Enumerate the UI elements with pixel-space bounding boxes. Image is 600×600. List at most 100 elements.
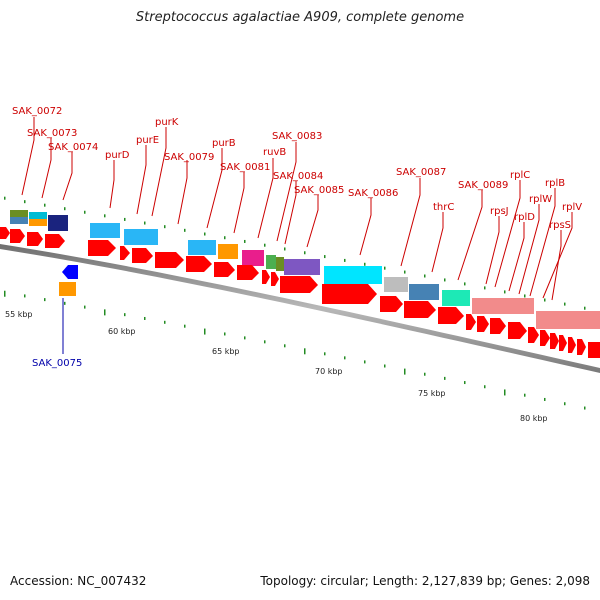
cds-arrow: [550, 333, 559, 349]
gene-label: SAK_0085: [294, 185, 344, 196]
cds-arrow: [271, 272, 279, 286]
kbp-label: 80 kbp: [520, 414, 548, 423]
tick-dot: [344, 356, 346, 360]
tick-dot: [584, 306, 586, 310]
cog-box: [536, 311, 600, 329]
cds-arrow: [588, 342, 600, 358]
tick-dot: [264, 340, 266, 344]
tick-dot: [424, 372, 426, 376]
tick-dot: [184, 324, 186, 328]
gene-label: rplC: [510, 170, 530, 181]
cog-box: [90, 223, 120, 238]
tick-dot: [44, 203, 46, 207]
tick-dot: [424, 274, 426, 278]
tick-dot: [304, 348, 306, 355]
cog-box: [188, 240, 216, 255]
tick-dot: [544, 397, 546, 401]
cds-arrow: [120, 246, 130, 260]
gene-label: SAK_0074: [48, 142, 98, 153]
cds-arrow: [88, 240, 116, 256]
tick-dot: [244, 239, 246, 243]
tick-dot: [324, 352, 326, 356]
tick-dot: [444, 376, 446, 380]
tick-dot: [44, 298, 46, 302]
tick-dot: [344, 258, 346, 262]
tick-dot: [404, 368, 406, 375]
cog-box: [472, 298, 534, 314]
cds-arrow: [528, 327, 539, 343]
cog-box: [29, 212, 47, 219]
tick-dot: [64, 207, 66, 211]
cds-arrow: [508, 322, 527, 339]
tick-marks: [4, 196, 586, 410]
kbp-label: 75 kbp: [418, 389, 446, 398]
cds-arrow: [186, 256, 212, 272]
cog-box: [409, 284, 439, 300]
accession-text: Accession: NC_007432: [10, 574, 147, 588]
tick-dot: [264, 243, 266, 247]
gene-label: rplV: [562, 202, 582, 213]
genome-summary-text: Topology: circular; Length: 2,127,839 bp…: [260, 574, 590, 588]
cds-arrow: [214, 262, 235, 277]
tick-dot: [204, 328, 206, 335]
gene-label: ruvB: [263, 147, 286, 158]
gene-label: SAK_0081: [220, 162, 270, 173]
cog-box: [48, 215, 68, 231]
gene-label: SAK_0087: [396, 167, 446, 178]
rna-arrow: [62, 265, 78, 279]
gene-label: rplD: [514, 212, 535, 223]
cog-box: [218, 244, 238, 259]
cog-feature-boxes: [10, 210, 600, 329]
tick-dot: [484, 385, 486, 389]
cds-arrow: [45, 234, 65, 248]
tick-dot: [64, 301, 66, 305]
tick-dot: [384, 266, 386, 270]
tick-dot: [144, 316, 146, 320]
cog-box: [242, 250, 264, 266]
tick-dot: [524, 393, 526, 397]
tick-dot: [84, 305, 86, 309]
cog-box: [10, 210, 28, 217]
cds-arrow: [237, 265, 259, 280]
tick-dot: [244, 336, 246, 340]
kbp-label: 65 kbp: [212, 347, 240, 356]
tick-dot: [544, 298, 546, 302]
gene-label: SAK_0084: [273, 171, 323, 182]
tick-dot: [564, 402, 566, 406]
cds-arrow: [577, 339, 586, 355]
gene-label: SAK_0079: [164, 152, 214, 163]
tick-dot: [284, 247, 286, 251]
tick-dot: [304, 251, 306, 255]
tick-dot: [104, 309, 106, 316]
cds-arrow: [132, 248, 153, 263]
tick-dot: [224, 332, 226, 336]
map-title: Streptococcus agalactiae A909, complete …: [135, 10, 465, 25]
gene-label: rplB: [545, 178, 565, 189]
cog-box: [29, 219, 47, 226]
cog-box-reverse: [59, 282, 76, 296]
tick-dot: [144, 221, 146, 225]
cds-arrow: [438, 307, 464, 324]
cds-arrow: [262, 270, 270, 284]
tick-dot: [364, 360, 366, 364]
tick-dot: [584, 406, 586, 410]
tick-dot: [464, 381, 466, 385]
tick-dot: [484, 286, 486, 290]
genome-backbone: [0, 244, 600, 373]
cog-box: [124, 229, 158, 245]
cds-arrow: [568, 337, 576, 353]
gene-label: purK: [155, 117, 179, 128]
gene-label: purD: [105, 150, 130, 161]
tick-dot: [204, 232, 206, 236]
tick-dot: [524, 294, 526, 298]
tick-dot: [324, 255, 326, 259]
tick-dot: [404, 270, 406, 274]
tick-dot: [84, 210, 86, 214]
tick-dot: [564, 302, 566, 306]
label-leader-lines: [21, 117, 573, 301]
cog-box: [384, 277, 408, 292]
tick-dot: [4, 290, 6, 297]
gene-label: rplW: [529, 194, 552, 205]
gene-label: rpsS: [549, 220, 571, 231]
kbp-label: 70 kbp: [315, 367, 343, 376]
